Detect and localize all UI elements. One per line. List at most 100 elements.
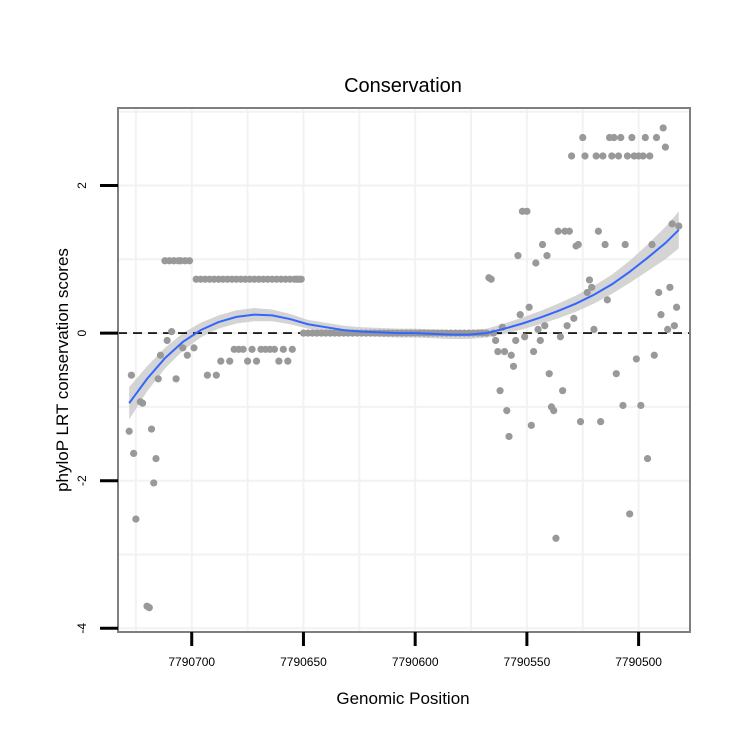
data-point [275,357,283,365]
data-point [252,357,261,365]
data-point [641,133,649,142]
data-points [125,124,683,612]
data-point [559,387,567,395]
data-point [650,351,658,359]
x-tick-label: 7790650 [280,655,327,669]
data-point [610,133,618,142]
data-point [270,345,279,353]
plot-panel [117,107,691,633]
data-point [619,401,627,410]
data-point [243,357,252,365]
data-point [284,357,292,365]
data-point [632,355,640,363]
data-point [505,432,513,441]
data-point [147,425,156,433]
data-point [279,345,287,353]
data-point [536,336,544,345]
data-point [492,336,500,345]
chart-title: Conservation [344,75,462,97]
y-tick-label: 0 [75,329,89,336]
data-point [643,454,652,463]
data-point [623,152,632,160]
data-point [608,152,616,160]
data-point [297,275,305,283]
data-point [592,152,600,160]
y-axis-label: phyloP LRT conservation scores [53,248,72,492]
data-point [556,333,565,341]
data-point [621,240,629,249]
data-point [614,152,623,160]
data-point [132,515,140,523]
data-point [541,322,549,330]
data-point [552,534,560,542]
data-point [217,357,225,365]
data-point [154,375,162,383]
data-point [661,143,670,151]
data-point [190,344,198,352]
data-point [514,252,522,260]
data-point [567,152,576,160]
data-point [659,124,667,132]
data-point [239,345,247,353]
data-point [655,288,663,297]
confidence-band [129,211,679,420]
data-point [507,351,515,359]
data-point [288,345,296,353]
data-point [579,133,587,142]
data-point [675,222,683,230]
confidence-ribbon [129,211,679,420]
data-point [138,399,147,407]
data-point [496,387,504,395]
data-point [179,344,187,352]
data-point [183,351,191,359]
data-point [203,371,211,379]
data-point [603,296,611,304]
data-point [639,152,647,160]
x-tick-label: 7790700 [168,655,215,669]
data-point [525,303,533,311]
data-point [156,351,165,359]
x-tick-label: 7790500 [615,655,662,669]
data-point [527,421,535,429]
data-point [657,311,665,319]
data-point [583,288,591,297]
data-point [670,322,678,330]
data-point [565,227,573,235]
data-point [516,311,524,319]
data-point [494,347,502,356]
data-point [581,152,589,160]
data-point [594,227,602,235]
data-point [646,152,654,160]
data-point [628,133,636,142]
data-point [127,371,136,379]
data-point [574,240,582,249]
y-tick-label: -4 [75,623,89,634]
data-point [163,336,171,345]
data-point [125,427,133,435]
data-point [500,347,509,356]
data-point [612,370,620,378]
data-point [538,240,547,249]
data-point [576,418,585,426]
data-point [601,240,609,249]
data-point [532,259,540,267]
y-tick-label: 2 [75,182,89,189]
smooth-curve [128,229,680,404]
axes: 7790700 7790650 7790600 7790550 7790500 -4 -2 0… [75,182,662,669]
data-point [563,322,571,330]
data-point [626,510,634,518]
data-point [509,362,518,370]
data-point [668,220,676,228]
data-point [545,370,553,378]
data-point [570,314,578,322]
data-point [534,325,542,334]
data-point [543,252,551,260]
data-point [672,303,681,311]
data-point [652,133,661,142]
data-point [145,604,153,612]
data-point [152,454,160,463]
data-point [585,276,594,284]
data-point [248,345,256,353]
x-tick-label: 7790550 [504,655,551,669]
